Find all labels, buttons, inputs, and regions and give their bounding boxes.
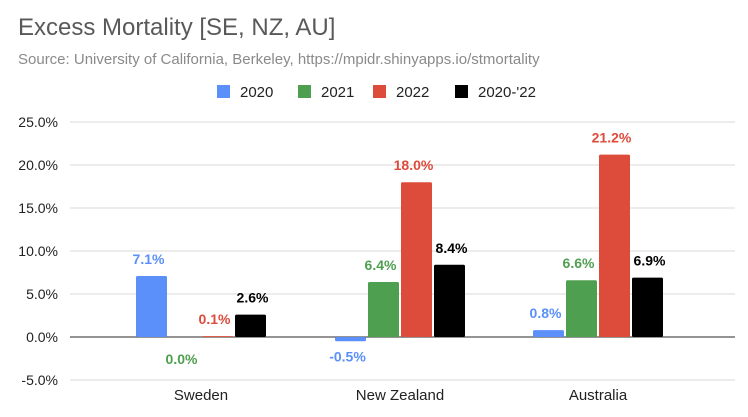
y-tick-label: 25.0% (18, 114, 58, 130)
bar-australia-2022 (599, 154, 630, 337)
y-tick-label: 15.0% (18, 200, 58, 216)
data-label: 18.0% (394, 157, 434, 173)
bar-australia-2021 (566, 280, 597, 337)
data-label: 6.9% (634, 253, 666, 269)
bar-new-zealand-2021 (368, 281, 399, 337)
data-label: 0.1% (199, 311, 231, 327)
bar-sweden-2020 (136, 275, 167, 337)
x-category-label: Sweden (174, 387, 228, 404)
legend-label: 2020-'22 (478, 84, 536, 101)
bar-australia-2020-'22 (632, 277, 663, 337)
data-label: 7.1% (133, 251, 165, 267)
y-tick-label: 5.0% (26, 286, 58, 302)
data-label: 6.4% (365, 257, 397, 273)
chart-subtitle: Source: University of California, Berkel… (18, 51, 540, 68)
legend-label: 2022 (396, 84, 429, 101)
bar-australia-2020 (533, 330, 564, 337)
legend-swatch-2020-'22 (455, 85, 468, 98)
data-label: 6.6% (563, 255, 595, 271)
data-label: 2.6% (237, 290, 269, 306)
legend-swatch-2022 (373, 85, 386, 98)
y-tick-label: 20.0% (18, 157, 58, 173)
data-label: -0.5% (329, 348, 366, 364)
x-category-label: Australia (569, 387, 628, 404)
data-label: 8.4% (436, 240, 468, 256)
bar-sweden-2022 (202, 336, 233, 337)
data-label: 0.0% (166, 351, 198, 367)
y-tick-label: -5.0% (21, 372, 58, 388)
bar-new-zealand-2020-'22 (434, 264, 465, 337)
bar-new-zealand-2020 (335, 337, 366, 342)
y-tick-label: 0.0% (26, 329, 58, 345)
legend-label: 2020 (240, 84, 273, 101)
data-label: 21.2% (592, 130, 632, 146)
x-category-label: New Zealand (356, 387, 444, 404)
legend-swatch-2021 (298, 85, 311, 98)
legend-swatch-2020 (217, 85, 230, 98)
bar-new-zealand-2022 (401, 182, 432, 337)
chart-title: Excess Mortality [SE, NZ, AU] (18, 14, 336, 41)
bar-sweden-2020-'22 (235, 314, 266, 337)
legend-label: 2021 (321, 84, 354, 101)
data-label: 0.8% (530, 305, 562, 321)
y-tick-label: 10.0% (18, 243, 58, 259)
